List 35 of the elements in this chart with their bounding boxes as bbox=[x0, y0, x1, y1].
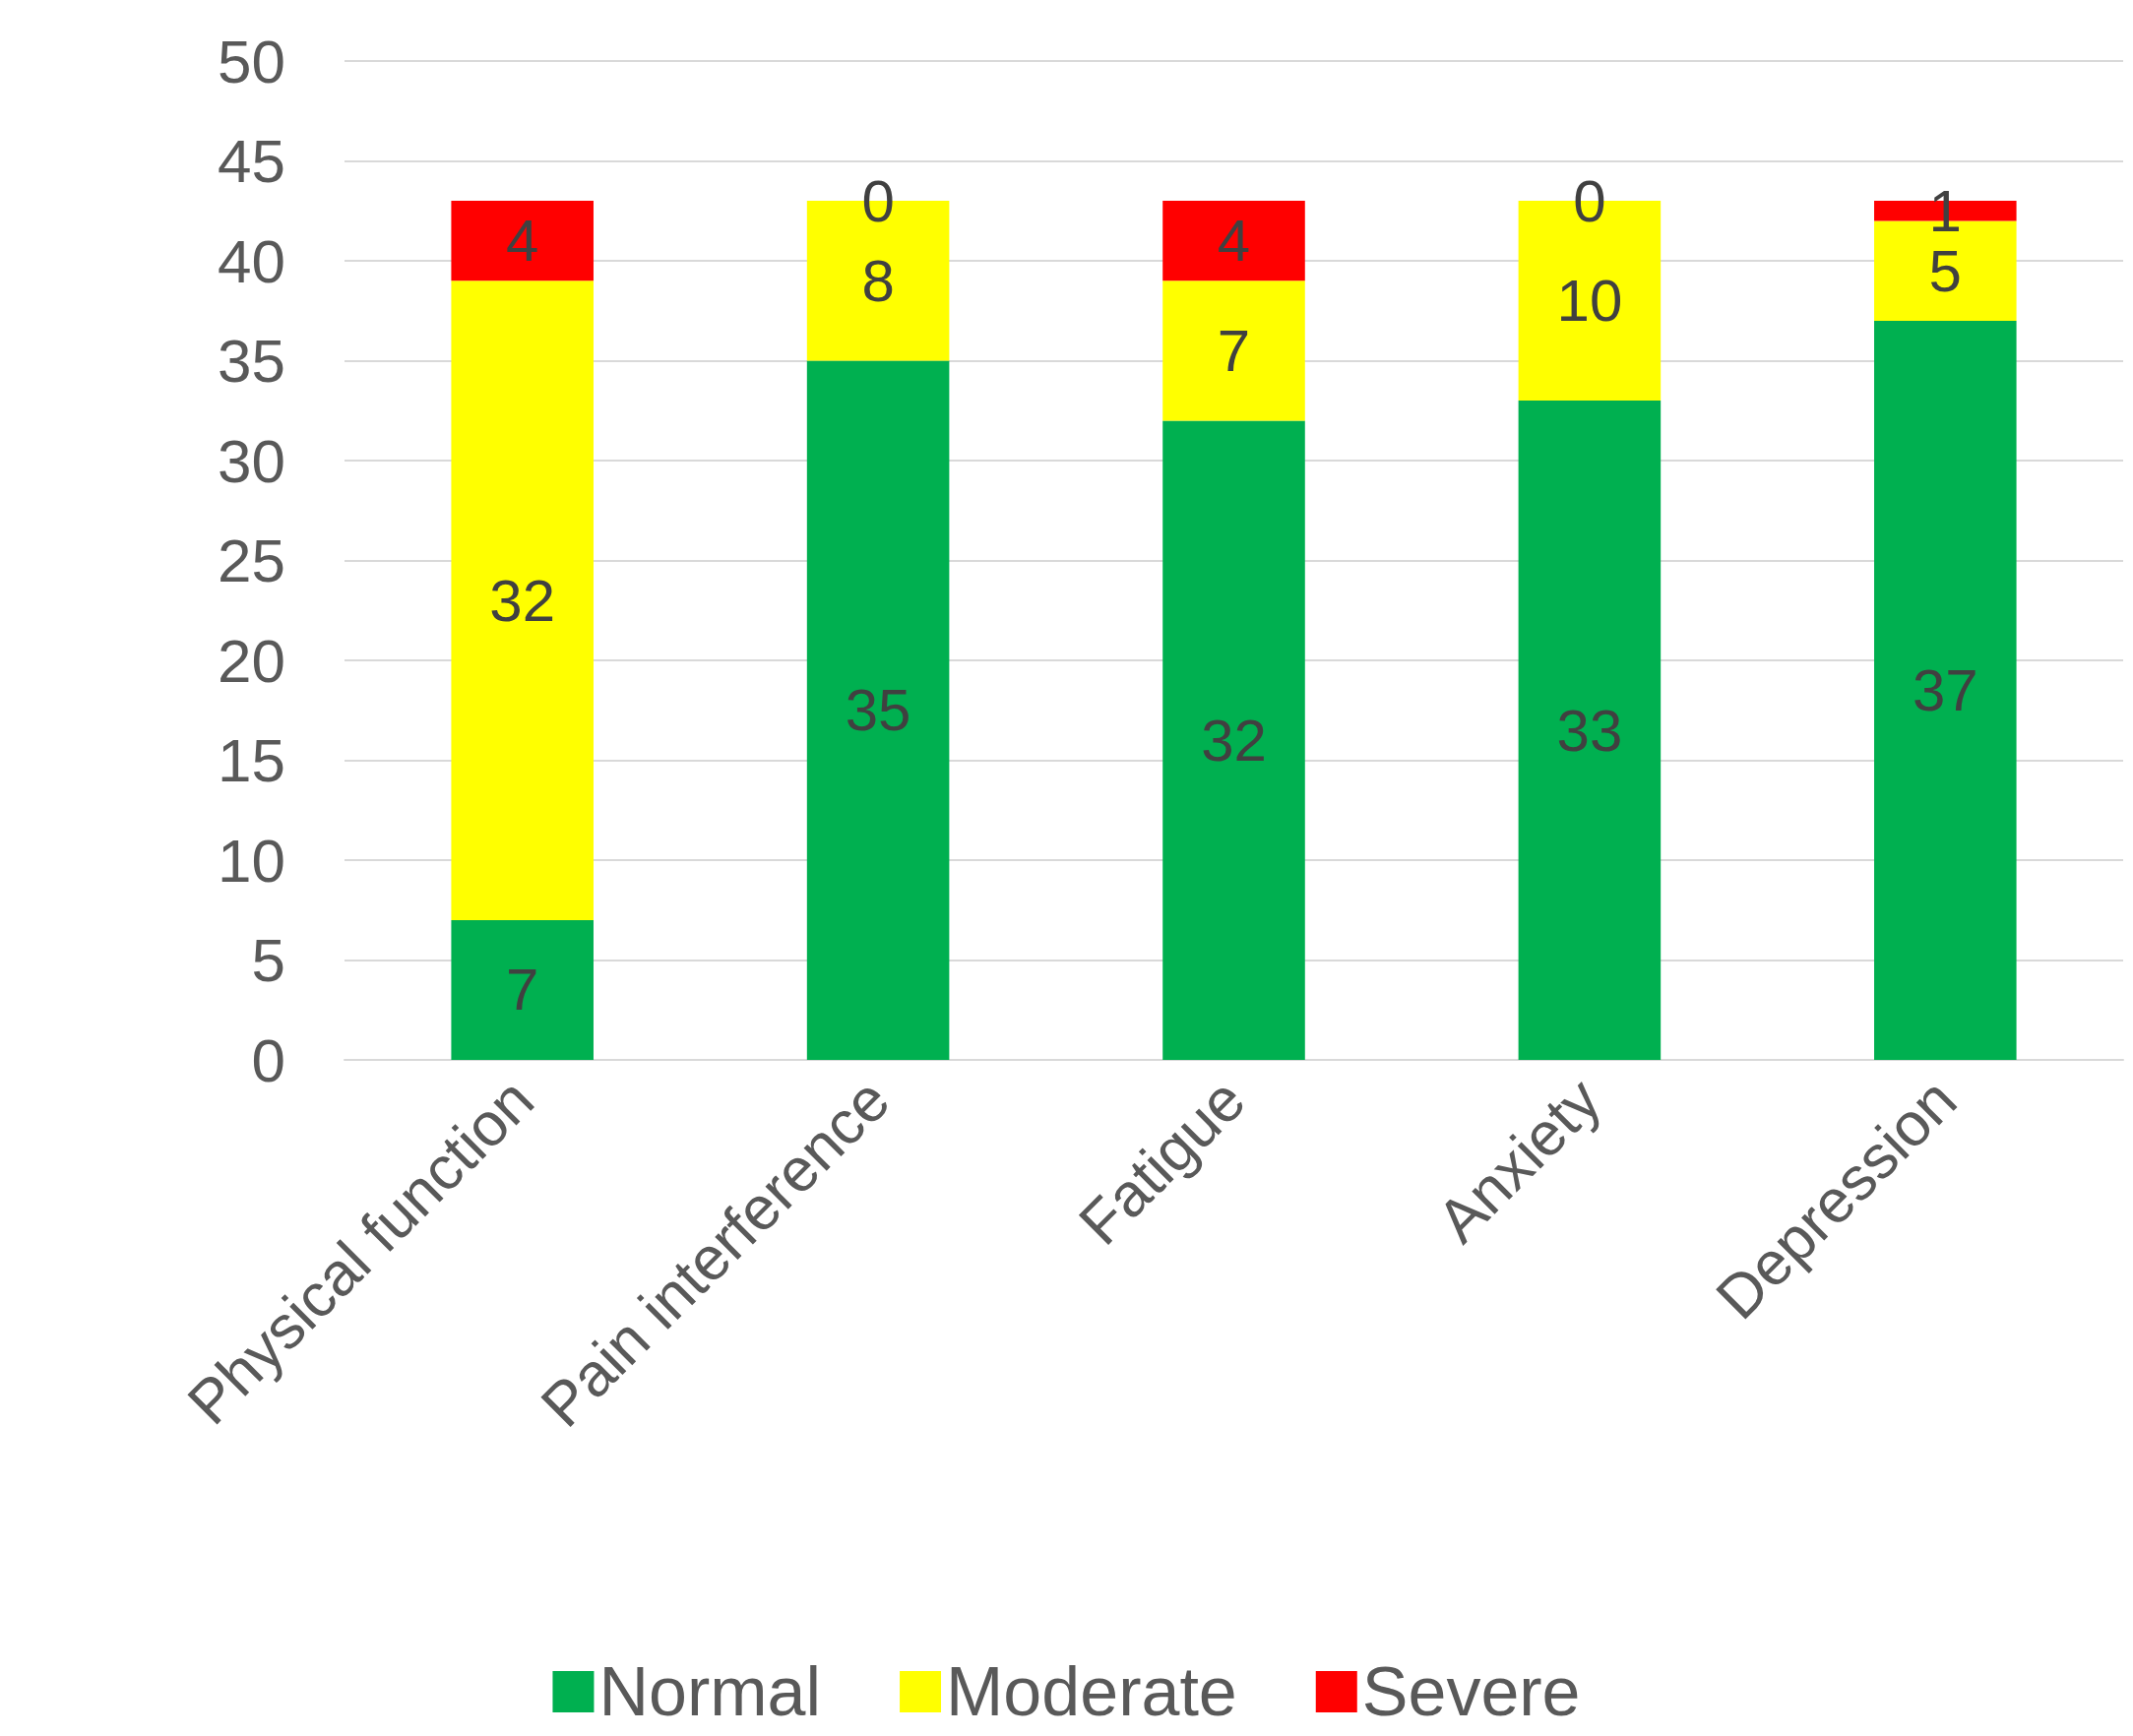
data-label: 32 bbox=[1201, 707, 1267, 774]
y-tick-label: 0 bbox=[251, 1025, 285, 1094]
data-label: 4 bbox=[506, 208, 539, 275]
y-tick-label: 40 bbox=[218, 226, 285, 295]
y-tick-label: 50 bbox=[218, 27, 285, 95]
legend-label: Normal bbox=[598, 1653, 822, 1730]
legend-label: Severe bbox=[1361, 1653, 1581, 1730]
y-tick-label: 25 bbox=[218, 527, 285, 594]
y-tick-label: 15 bbox=[218, 726, 285, 794]
bar bbox=[451, 919, 594, 1060]
bar bbox=[451, 201, 594, 281]
data-label: 37 bbox=[1912, 656, 1978, 723]
bar bbox=[1162, 201, 1305, 281]
bar bbox=[1874, 320, 2017, 1060]
data-label: 4 bbox=[1217, 208, 1251, 275]
legend-label: Moderate bbox=[946, 1653, 1237, 1730]
y-tick-label: 20 bbox=[218, 626, 285, 695]
bar bbox=[1162, 420, 1305, 1060]
bar bbox=[1518, 401, 1662, 1060]
data-label: 7 bbox=[506, 957, 539, 1023]
data-label: 32 bbox=[489, 567, 556, 634]
data-label: 10 bbox=[1556, 268, 1623, 335]
y-tick-label: 30 bbox=[218, 426, 285, 495]
data-label: 5 bbox=[1928, 237, 1962, 304]
y-tick-label: 5 bbox=[251, 926, 285, 994]
data-label: 8 bbox=[861, 247, 895, 314]
y-tick-label: 35 bbox=[218, 327, 285, 395]
bar bbox=[451, 280, 594, 920]
bar bbox=[1162, 280, 1305, 421]
data-label: 35 bbox=[845, 677, 911, 744]
y-tick-label: 45 bbox=[218, 127, 285, 195]
data-label: 7 bbox=[1217, 317, 1251, 384]
y-tick-label: 10 bbox=[218, 826, 285, 895]
bar bbox=[806, 360, 950, 1060]
data-label: 33 bbox=[1556, 697, 1623, 764]
